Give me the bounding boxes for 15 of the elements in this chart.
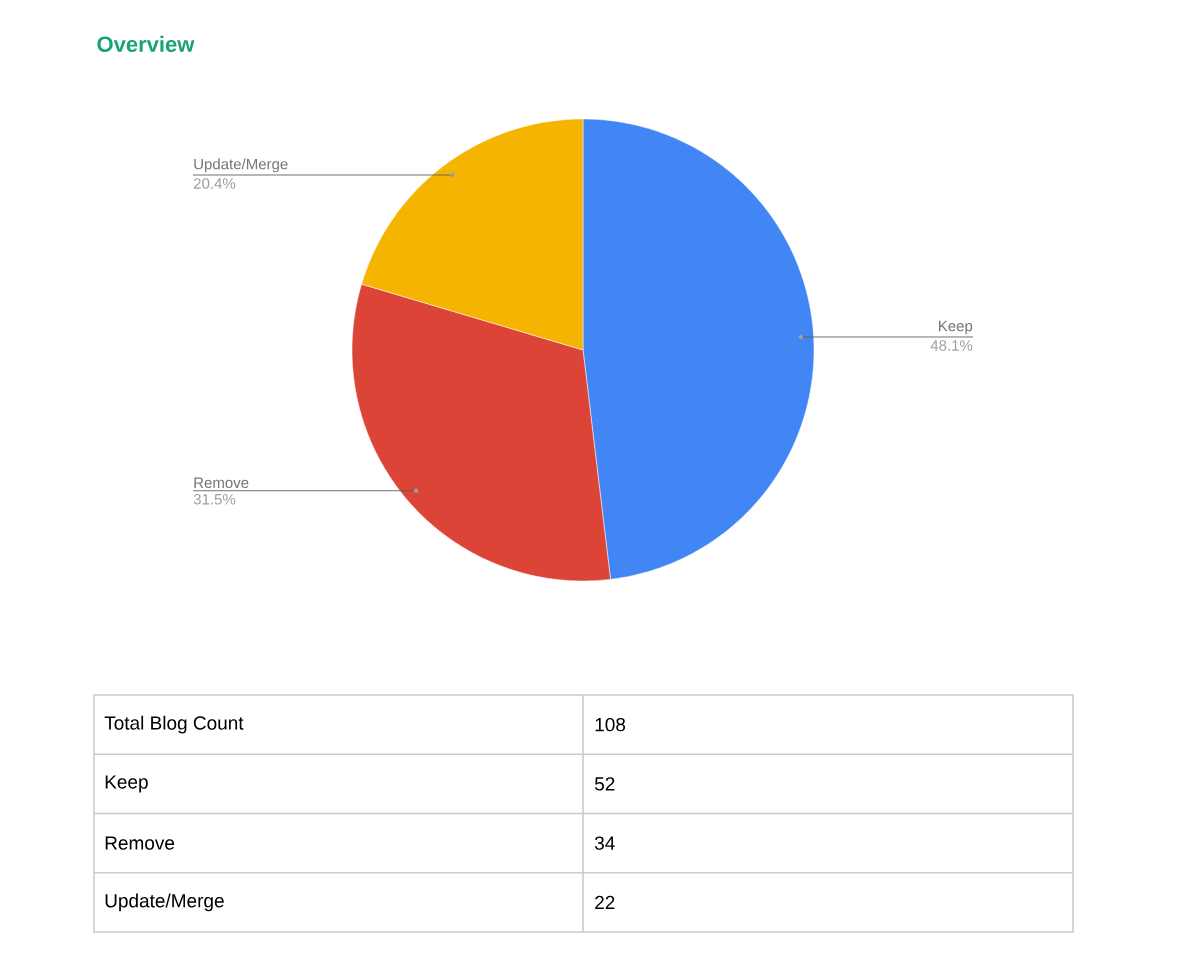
category-label: Update/Merge	[105, 893, 224, 912]
data-label: 52	[594, 777, 615, 791]
slice-label: Remove	[194, 477, 249, 489]
data-label: 34	[594, 836, 615, 850]
category-label: Keep	[105, 775, 148, 793]
category-label: Remove	[105, 836, 175, 850]
data-label: 20.4%	[193, 178, 236, 189]
slice-label: Keep	[939, 320, 973, 335]
slice-label: Update/Merge	[194, 158, 288, 173]
data-label: 108	[595, 717, 626, 732]
chart-title: Overview	[97, 35, 195, 52]
data-label: 31.5%	[193, 493, 236, 505]
data-label: 22	[595, 895, 615, 910]
data-label: 48.1%	[930, 340, 973, 351]
category-label: Total Blog Count	[104, 715, 244, 734]
